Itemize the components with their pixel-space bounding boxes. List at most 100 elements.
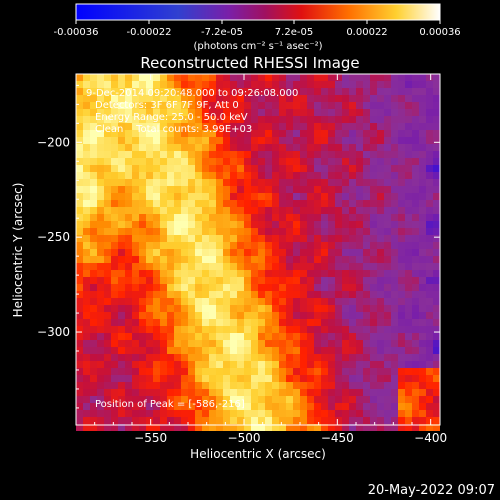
heatmap-cell — [216, 207, 223, 214]
heatmap-cell — [279, 116, 286, 123]
heatmap-cell — [349, 137, 356, 144]
heatmap-cell — [321, 242, 328, 249]
heatmap-cell — [146, 214, 153, 221]
heatmap-cell — [90, 291, 97, 298]
heatmap-cell — [265, 263, 272, 270]
heatmap-cell — [314, 389, 321, 396]
heatmap-cell — [132, 277, 139, 284]
heatmap-cell — [139, 298, 146, 305]
heatmap-cell — [328, 137, 335, 144]
heatmap-cell — [188, 382, 195, 389]
heatmap-cell — [258, 200, 265, 207]
heatmap-cell — [272, 319, 279, 326]
heatmap-cell — [412, 123, 419, 130]
heatmap-cell — [76, 186, 83, 193]
heatmap-cell — [97, 326, 104, 333]
heatmap-cell — [104, 403, 111, 410]
heatmap-cell — [146, 151, 153, 158]
heatmap-cell — [202, 347, 209, 354]
heatmap-cell — [125, 123, 132, 130]
heatmap-cell — [286, 298, 293, 305]
heatmap-cell — [230, 172, 237, 179]
heatmap-cell — [342, 186, 349, 193]
heatmap-cell — [209, 109, 216, 116]
heatmap-cell — [209, 270, 216, 277]
heatmap-cell — [426, 137, 433, 144]
heatmap-cell — [258, 228, 265, 235]
heatmap-cell — [167, 354, 174, 361]
heatmap-cell — [286, 130, 293, 137]
heatmap-cell — [125, 270, 132, 277]
heatmap-cell — [286, 172, 293, 179]
heatmap-cell — [167, 179, 174, 186]
heatmap-cell — [167, 130, 174, 137]
heatmap-cell — [174, 389, 181, 396]
heatmap-cell — [279, 424, 286, 431]
heatmap-cell — [223, 284, 230, 291]
heatmap-cell — [125, 403, 132, 410]
heatmap-cell — [160, 389, 167, 396]
heatmap-cell — [97, 256, 104, 263]
heatmap-cell — [251, 130, 258, 137]
heatmap-cell — [132, 382, 139, 389]
heatmap-cell — [363, 172, 370, 179]
heatmap-cell — [90, 207, 97, 214]
heatmap-cell — [356, 81, 363, 88]
heatmap-cell — [167, 242, 174, 249]
heatmap-cell — [139, 228, 146, 235]
heatmap-cell — [153, 235, 160, 242]
heatmap-cell — [188, 291, 195, 298]
heatmap-cell — [398, 144, 405, 151]
heatmap-cell — [125, 81, 132, 88]
heatmap-cell — [265, 116, 272, 123]
heatmap-cell — [153, 95, 160, 102]
heatmap-cell — [251, 74, 258, 81]
heatmap-cell — [195, 116, 202, 123]
heatmap-cell — [370, 165, 377, 172]
heatmap-cell — [286, 193, 293, 200]
heatmap-cell — [412, 291, 419, 298]
heatmap-cell — [132, 319, 139, 326]
heatmap-cell — [188, 340, 195, 347]
heatmap-cell — [181, 410, 188, 417]
heatmap-cell — [433, 214, 440, 221]
heatmap-cell — [83, 319, 90, 326]
heatmap-cell — [83, 235, 90, 242]
heatmap-cell — [202, 284, 209, 291]
heatmap-cell — [195, 319, 202, 326]
heatmap-cell — [244, 158, 251, 165]
heatmap-cell — [195, 361, 202, 368]
heatmap-cell — [391, 200, 398, 207]
heatmap-cell — [132, 186, 139, 193]
heatmap-cell — [279, 102, 286, 109]
heatmap-cell — [139, 270, 146, 277]
heatmap-cell — [146, 305, 153, 312]
heatmap-cell — [216, 326, 223, 333]
heatmap-cell — [272, 95, 279, 102]
heatmap-cell — [223, 102, 230, 109]
heatmap-cell — [335, 375, 342, 382]
heatmap-cell — [104, 144, 111, 151]
heatmap-cell — [279, 186, 286, 193]
heatmap-cell — [433, 249, 440, 256]
heatmap-cell — [237, 298, 244, 305]
heatmap-cell — [356, 214, 363, 221]
heatmap-cell — [111, 347, 118, 354]
heatmap-cell — [412, 424, 419, 431]
heatmap-cell — [321, 256, 328, 263]
heatmap-cell — [349, 214, 356, 221]
heatmap-cell — [153, 410, 160, 417]
heatmap-cell — [188, 403, 195, 410]
heatmap-cell — [321, 375, 328, 382]
heatmap-cell — [398, 123, 405, 130]
heatmap-cell — [104, 291, 111, 298]
heatmap-cell — [97, 109, 104, 116]
heatmap-cell — [202, 235, 209, 242]
heatmap-cell — [363, 361, 370, 368]
heatmap-cell — [153, 284, 160, 291]
heatmap-cell — [90, 312, 97, 319]
heatmap-cell — [335, 193, 342, 200]
heatmap-cell — [90, 389, 97, 396]
heatmap-cell — [398, 81, 405, 88]
heatmap-cell — [419, 74, 426, 81]
